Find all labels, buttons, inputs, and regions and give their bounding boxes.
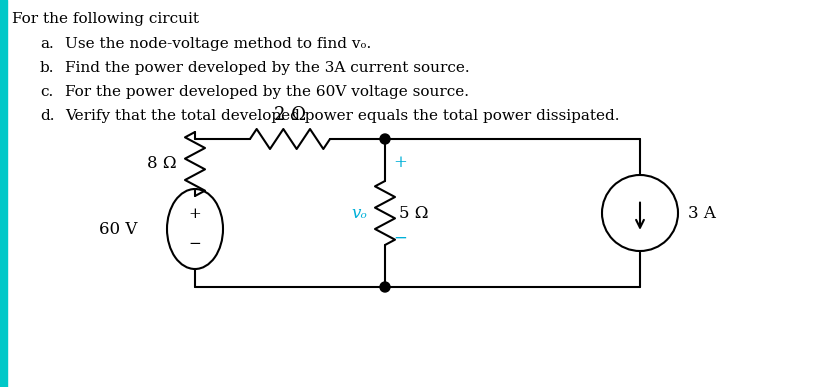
Text: b.: b. — [40, 61, 55, 75]
Text: Find the power developed by the 3A current source.: Find the power developed by the 3A curre… — [65, 61, 470, 75]
Text: 8 Ω: 8 Ω — [147, 156, 177, 173]
Text: For the following circuit: For the following circuit — [12, 12, 199, 26]
Text: c.: c. — [40, 85, 53, 99]
Text: +: + — [393, 154, 407, 171]
Text: vₒ: vₒ — [352, 204, 367, 221]
Text: Use the node-voltage method to find vₒ.: Use the node-voltage method to find vₒ. — [65, 37, 371, 51]
Text: For the power developed by the 60V voltage source.: For the power developed by the 60V volta… — [65, 85, 469, 99]
Text: a.: a. — [40, 37, 54, 51]
Text: d.: d. — [40, 109, 55, 123]
Circle shape — [380, 282, 390, 292]
Text: Verify that the total developed power equals the total power dissipated.: Verify that the total developed power eq… — [65, 109, 619, 123]
Text: 2 Ω: 2 Ω — [274, 106, 306, 124]
Text: 60 V: 60 V — [99, 221, 137, 238]
Circle shape — [380, 134, 390, 144]
Text: −: − — [393, 230, 407, 247]
Text: 5 Ω: 5 Ω — [399, 204, 429, 221]
Text: 3 A: 3 A — [688, 204, 715, 221]
Text: +: + — [189, 207, 201, 221]
Text: −: − — [189, 237, 201, 251]
